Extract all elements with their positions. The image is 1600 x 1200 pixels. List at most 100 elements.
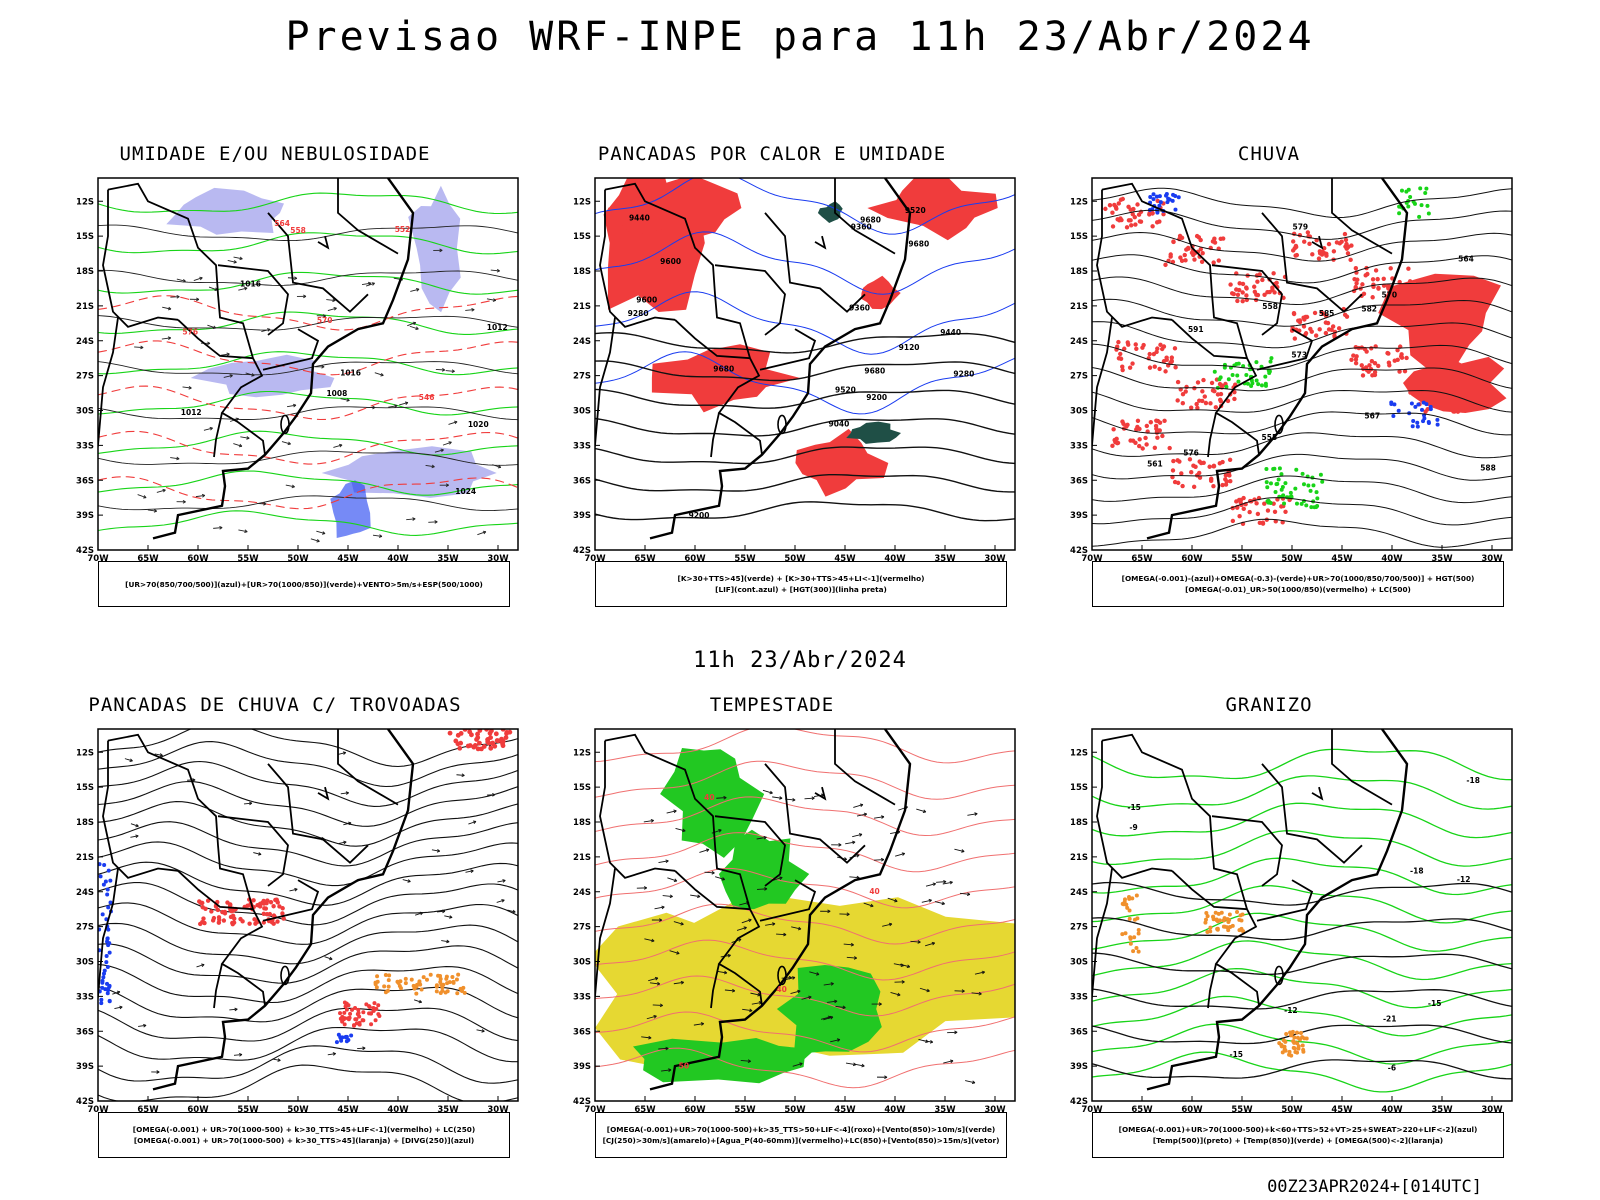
lon-tick-label: 40W	[387, 1105, 409, 1114]
speckle-mark	[1201, 460, 1206, 465]
wind-vector-head	[434, 520, 438, 524]
speckle-mark	[1428, 407, 1433, 412]
speckle-mark	[1129, 223, 1134, 228]
state-border	[1092, 868, 1113, 1002]
contour-line	[98, 192, 518, 215]
speckle-mark	[447, 730, 453, 736]
shaded-area	[607, 178, 742, 240]
speckle-mark	[1154, 418, 1159, 423]
state-border	[604, 733, 751, 910]
speckle-mark	[1311, 483, 1316, 488]
wind-vector-head	[769, 790, 773, 795]
speckle-mark	[1215, 927, 1220, 932]
wind-vector-head	[451, 369, 455, 373]
speckle-mark	[1353, 284, 1358, 290]
speckle-mark	[1240, 290, 1245, 295]
speckle-mark	[1137, 443, 1142, 449]
speckle-mark	[397, 983, 402, 988]
speckle-mark	[1188, 405, 1194, 410]
contour-line	[98, 922, 518, 965]
lon-tick-label: 55W	[734, 1105, 756, 1114]
speckle-mark	[108, 878, 113, 883]
speckle-mark	[1135, 916, 1140, 921]
wind-vector	[887, 897, 898, 902]
contour-label: 564	[1458, 255, 1474, 264]
speckle-mark	[383, 990, 388, 995]
speckle-mark	[1315, 496, 1320, 501]
legend-line: [OMEGA(-0.001) + UR>70(1000-500) + k>30_…	[132, 1125, 476, 1134]
speckle-mark	[1122, 346, 1127, 351]
speckle-mark	[1424, 186, 1429, 191]
speckle-mark	[1179, 258, 1185, 264]
wind-vector-head	[650, 818, 654, 823]
wind-vector	[967, 813, 978, 816]
speckle-mark	[1209, 476, 1214, 481]
shaded-area	[1403, 354, 1507, 413]
contour-line	[98, 311, 518, 335]
speckle-mark	[1180, 483, 1185, 489]
speckle-mark	[1218, 399, 1224, 404]
wind-vector-head	[665, 1046, 669, 1051]
speckle-mark	[1120, 196, 1125, 202]
wind-vector	[442, 441, 452, 446]
wind-vector	[736, 927, 747, 931]
speckle-mark	[1305, 230, 1311, 235]
speckle-mark	[1127, 908, 1132, 913]
contour-line	[98, 882, 518, 926]
speckle-mark	[1192, 257, 1197, 262]
wind-vector	[240, 436, 250, 439]
wind-vector	[343, 822, 352, 826]
speckle-mark	[1173, 207, 1178, 212]
wind-vector-head	[788, 975, 792, 980]
speckle-mark	[1435, 417, 1440, 422]
page-title: Previsao WRF-INPE para 11h 23/Abr/2024	[285, 14, 1315, 60]
wind-vector	[772, 877, 783, 881]
wind-vector-head	[496, 268, 500, 273]
speckle-mark	[1359, 363, 1364, 368]
speckle-mark	[99, 997, 104, 1002]
coastline	[649, 178, 912, 540]
state-border	[1211, 815, 1283, 887]
wind-vector	[340, 792, 349, 795]
wind-vector	[112, 991, 121, 995]
contour-line	[1092, 367, 1512, 392]
speckle-mark	[1370, 295, 1375, 300]
lat-tick-label: 24S	[1070, 337, 1088, 347]
wind-vector-head	[234, 1007, 238, 1012]
wind-vector	[281, 441, 291, 445]
lat-tick-label: 30S	[1070, 407, 1088, 417]
speckle-mark	[1332, 333, 1337, 338]
legend-line: [K>30+TTS>45](verde) + [K>30+TTS>45+LI<-…	[677, 574, 925, 583]
wind-vector-head	[418, 999, 423, 1004]
lon-tick-label: 65W	[137, 554, 159, 563]
speckle-mark	[1344, 241, 1349, 247]
speckle-mark	[462, 990, 467, 995]
speckle-mark	[1345, 251, 1351, 256]
wind-vector-head	[156, 1070, 160, 1074]
speckle-mark	[1294, 252, 1300, 258]
wind-vector-head	[454, 420, 458, 425]
lon-tick-label: 60W	[1181, 1105, 1203, 1114]
wind-vector-head	[287, 441, 291, 446]
lat-tick-label: 12S	[573, 197, 591, 207]
speckle-mark	[1184, 247, 1189, 252]
wind-vector-head	[917, 940, 921, 944]
speckle-mark	[1209, 380, 1215, 386]
speckle-mark	[475, 731, 480, 737]
speckle-mark	[106, 868, 111, 873]
wind-vector-head	[346, 398, 350, 402]
wind-vector	[490, 269, 500, 272]
wind-vector	[229, 1008, 238, 1011]
speckle-mark	[1126, 204, 1131, 209]
speckle-mark	[1158, 342, 1163, 348]
speckle-mark	[1301, 1047, 1306, 1052]
speckle-mark	[1170, 468, 1176, 473]
speckle-mark	[455, 991, 460, 996]
speckle-mark	[1162, 418, 1167, 423]
lat-tick-label: 42S	[76, 1097, 94, 1107]
wind-vector	[823, 1016, 834, 1021]
speckle-mark	[1164, 357, 1169, 362]
speckle-mark	[1193, 464, 1198, 469]
speckle-mark	[1291, 311, 1297, 317]
